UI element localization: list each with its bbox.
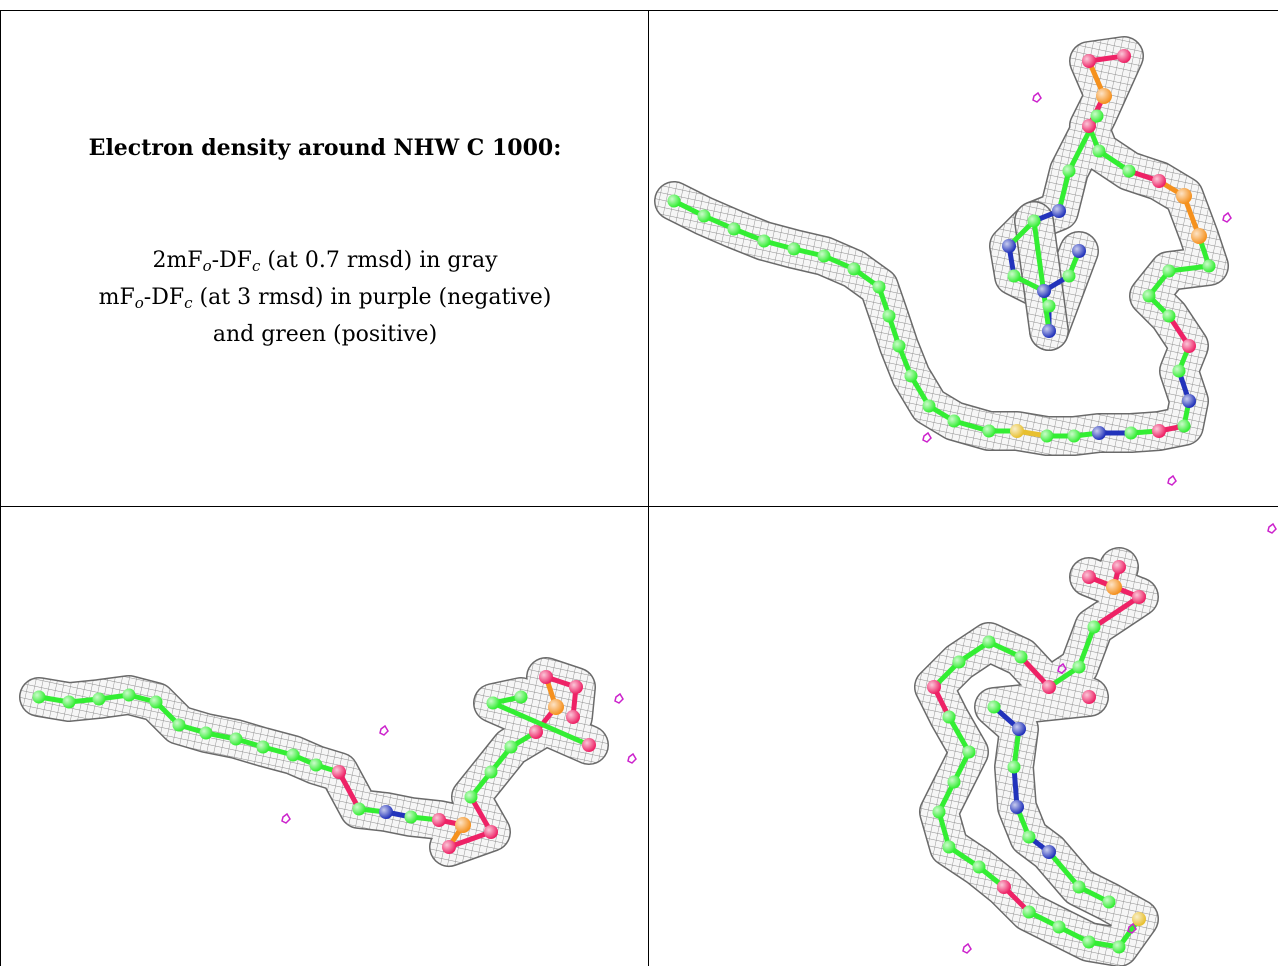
- atoms: [32, 670, 596, 854]
- difference-density: [962, 522, 1277, 954]
- molecule-view-top-right: [654, 36, 1232, 486]
- legend-line-2: mFo-DFc (at 3 rmsd) in purple (negative): [98, 285, 552, 312]
- legend-line-3: and green (positive): [212, 322, 438, 347]
- difference-density: [281, 692, 637, 824]
- view-top-right-cell: [649, 11, 1278, 506]
- caption-cell: Electron density around NHW C 1000: 2mFo…: [1, 11, 648, 506]
- figure-table: Electron density around NHW C 1000: 2mFo…: [0, 10, 1278, 966]
- view-bottom-right-cell: [649, 507, 1278, 966]
- border-left: [0, 10, 1, 966]
- figure-title: Electron density around NHW C 1000:: [88, 135, 562, 161]
- atoms: [667, 49, 1216, 443]
- difference-density: [922, 91, 1232, 486]
- atoms: [927, 560, 1146, 954]
- molecule-view-bottom-left: [19, 657, 637, 867]
- legend-line-1: 2mFo-DFc (at 0.7 rmsd) in gray: [152, 248, 498, 275]
- border-middle-vertical: [648, 10, 649, 966]
- molecule-view-bottom-right: [914, 522, 1277, 966]
- border-middle-horizontal: [0, 506, 1278, 507]
- density-mesh: [654, 36, 1229, 456]
- border-top: [0, 10, 1278, 11]
- view-bottom-left-cell: [1, 507, 648, 966]
- figure-legend: 2mFo-DFc (at 0.7 rmsd) in gray mFo-DFc (…: [1, 245, 648, 351]
